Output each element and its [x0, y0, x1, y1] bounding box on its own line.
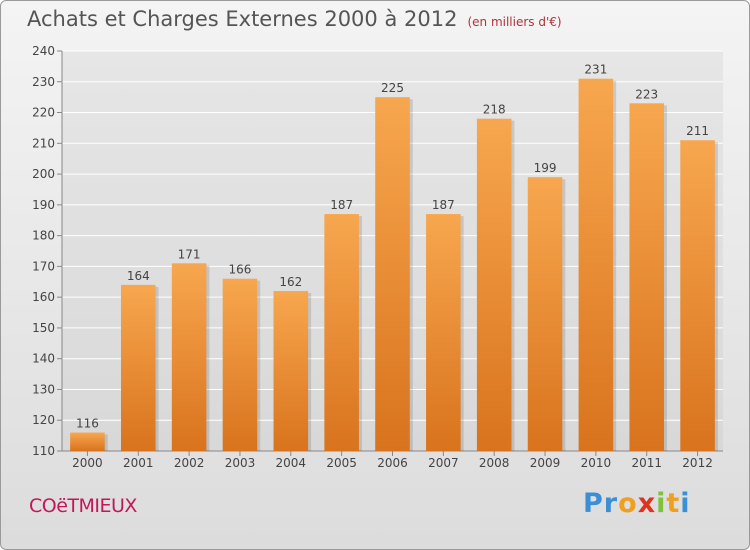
y-tick-label: 180	[32, 229, 55, 243]
logo-letter: P	[583, 488, 604, 519]
logo-letter: i	[656, 488, 667, 519]
bar-2002	[171, 263, 207, 451]
x-tick-label-2007: 2007	[428, 456, 459, 470]
y-tick-label: 200	[32, 167, 55, 181]
x-tick-label-2008: 2008	[479, 456, 510, 470]
data-label-2012: 211	[686, 124, 709, 138]
y-tick-label: 210	[32, 136, 55, 150]
data-label-2007: 187	[432, 198, 455, 212]
x-tick-label-2004: 2004	[276, 456, 307, 470]
y-tick-label: 190	[32, 198, 55, 212]
bar-2004	[273, 291, 309, 451]
data-label-2004: 162	[279, 275, 302, 289]
x-tick-label-2010: 2010	[581, 456, 612, 470]
x-tick-label-2000: 2000	[72, 456, 103, 470]
y-tick-label: 230	[32, 75, 55, 89]
logo-letter: o	[618, 488, 638, 519]
y-tick-label: 150	[32, 321, 55, 335]
bar-2012	[680, 140, 715, 451]
logo-letter: i	[680, 488, 691, 519]
bar-2001	[120, 284, 156, 451]
x-tick-label-2012: 2012	[682, 456, 713, 470]
y-tick-label: 220	[32, 106, 55, 120]
x-tick-label-2009: 2009	[530, 456, 561, 470]
data-label-2005: 187	[330, 198, 353, 212]
unit-note: (en milliers d'€)	[467, 15, 562, 29]
y-tick-label: 170	[32, 259, 55, 273]
x-tick-label-2001: 2001	[123, 456, 154, 470]
bar-2006	[375, 97, 410, 452]
y-tick-label: 240	[32, 44, 55, 58]
data-label-2000: 116	[76, 417, 99, 431]
x-tick-label-2003: 2003	[225, 456, 256, 470]
bar-2007	[426, 214, 461, 451]
x-tick-label-2011: 2011	[631, 456, 662, 470]
logo-letter: t	[666, 488, 681, 519]
data-label-2002: 171	[178, 247, 201, 261]
y-tick-label: 120	[32, 413, 55, 427]
y-tick-label: 160	[32, 290, 55, 304]
data-label-2010: 231	[584, 63, 607, 77]
x-tick-label-2005: 2005	[326, 456, 357, 470]
x-tick-label-2006: 2006	[377, 456, 408, 470]
bar-2005	[324, 214, 359, 451]
bar-2000	[70, 432, 105, 451]
data-label-2006: 225	[381, 81, 404, 95]
data-label-2003: 166	[229, 263, 252, 277]
chart-title-text: Achats et Charges Externes 2000 à 2012	[27, 7, 458, 31]
bar-2009	[527, 177, 563, 451]
logo-letter: r	[603, 488, 619, 519]
data-label-2008: 218	[483, 103, 506, 117]
data-label-2001: 164	[127, 269, 150, 283]
bar-2011	[629, 103, 665, 452]
data-label-2011: 223	[635, 87, 658, 101]
chart-title: Achats et Charges Externes 2000 à 2012 (e…	[27, 7, 562, 31]
y-tick-label: 130	[32, 382, 55, 396]
bar-2010	[578, 78, 614, 451]
bar-2008	[476, 118, 512, 451]
y-tick-label: 110	[32, 444, 55, 458]
bar-2003	[222, 278, 258, 451]
x-tick-label-2002: 2002	[174, 456, 205, 470]
commune-name: COëTMIEUX	[29, 495, 137, 517]
data-label-2009: 199	[534, 161, 557, 175]
y-tick-label: 140	[32, 352, 55, 366]
logo-letter: x	[637, 488, 657, 519]
